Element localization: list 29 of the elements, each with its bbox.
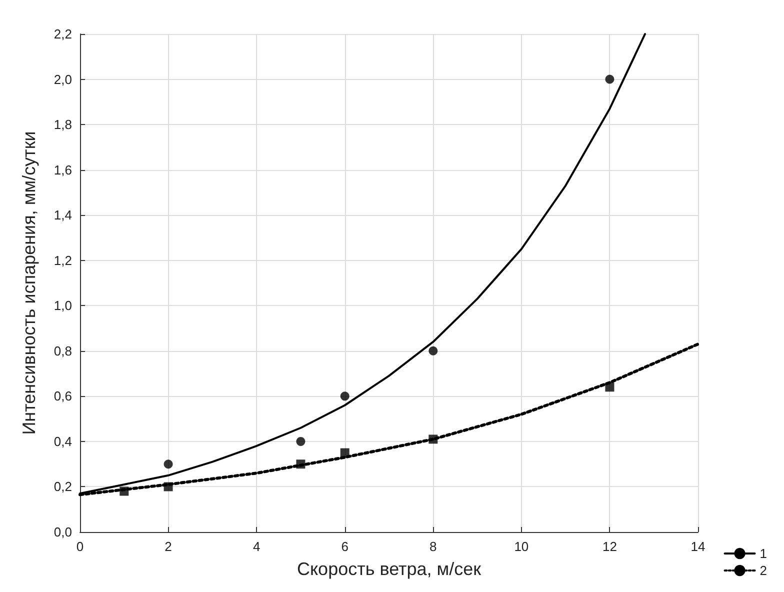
y-tick-label: 1,2 xyxy=(54,252,72,268)
x-tick-label: 0 xyxy=(76,539,84,554)
y-axis-title: Интенсивность испарения, мм/сутки xyxy=(19,131,39,435)
y-tick-label: 1,0 xyxy=(54,298,72,314)
x-tick-label: 2 xyxy=(164,539,172,554)
x-tick-label: 4 xyxy=(252,539,260,554)
point xyxy=(164,460,173,469)
point xyxy=(340,392,350,401)
y-tick-label: 0,2 xyxy=(54,479,72,494)
point xyxy=(296,436,306,446)
y-tick-label: 2,2 xyxy=(54,26,72,42)
x-tick-label: 10 xyxy=(514,539,529,554)
y-tick-label: 1,8 xyxy=(54,117,72,132)
y-tick-label: 0,6 xyxy=(54,388,72,404)
legend-label: 1 xyxy=(760,546,768,561)
y-tick-label: 2,0 xyxy=(54,72,72,87)
x-tick-label: 14 xyxy=(690,539,706,554)
x-tick-label: 12 xyxy=(602,539,617,554)
y-tick-label: 0,4 xyxy=(54,434,72,449)
legend-label: 2 xyxy=(760,563,768,578)
point xyxy=(428,346,438,356)
x-tick-label: 6 xyxy=(341,539,348,554)
x-tick-label: 8 xyxy=(430,539,437,554)
y-tick-label: 0,0 xyxy=(54,524,72,540)
point xyxy=(605,74,614,84)
y-tick-label: 1,6 xyxy=(54,162,72,178)
y-tick-label: 0,8 xyxy=(54,343,72,358)
x-axis-title: Скорость ветра, м/сек xyxy=(296,559,482,579)
y-tick-label: 1,4 xyxy=(54,208,72,223)
